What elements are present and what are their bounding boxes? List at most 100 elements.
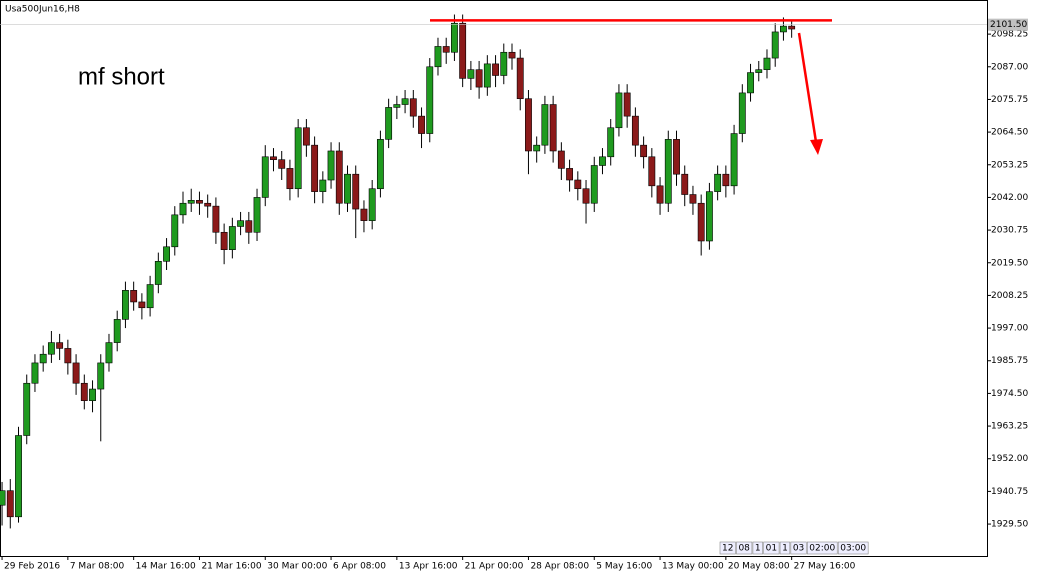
plot-frame	[0, 0, 988, 557]
x-tick-label: 29 Feb 2016	[4, 562, 60, 572]
candle-body	[179, 202, 187, 216]
x-tick-label: 13 May 00:00	[662, 562, 724, 572]
candle-body	[673, 139, 680, 175]
candle-body	[187, 200, 195, 204]
candle-body	[278, 159, 286, 169]
candle-body	[615, 92, 623, 129]
candle-body	[631, 115, 639, 146]
candle-body	[599, 156, 606, 166]
candle-body	[730, 133, 738, 187]
candle-body	[607, 127, 615, 158]
candle-body	[483, 63, 491, 88]
candle-body	[459, 22, 467, 79]
candle-body	[393, 104, 401, 108]
navigator-label: 1	[782, 544, 788, 554]
arrow	[797, 32, 823, 155]
candle-body	[97, 362, 105, 390]
candle-body	[138, 301, 146, 309]
candle-body	[500, 51, 508, 76]
candle-body	[327, 150, 335, 181]
y-tick-label: 1985.75	[991, 356, 1028, 366]
navigator-box	[763, 541, 780, 555]
price-label: 2101.50	[990, 20, 1027, 30]
y-tick-label: 1952.00	[991, 454, 1028, 464]
y-tick-label: 2019.50	[991, 258, 1028, 268]
y-tick-label: 1963.25	[991, 422, 1028, 432]
candle-body	[130, 290, 138, 303]
candle-body	[401, 98, 409, 105]
navigator-box	[736, 541, 753, 555]
candle-body	[344, 173, 351, 204]
candle-body	[788, 25, 796, 30]
candle-body	[352, 173, 360, 210]
chart-title: Usa500Jun16,H8	[5, 5, 80, 15]
y-tick-label: 1997.00	[991, 324, 1028, 334]
navigator-box	[806, 541, 838, 555]
candle-body	[311, 144, 319, 192]
candle-body	[434, 46, 442, 68]
navigator-box	[752, 541, 763, 555]
x-tick-label: 13 Apr 16:00	[399, 562, 458, 572]
candle-body	[72, 362, 80, 384]
x-tick-label: 21 Mar 16:00	[201, 562, 261, 572]
x-tick-label: 27 May 16:00	[794, 562, 856, 572]
candle-body	[23, 382, 31, 436]
candle-body	[492, 63, 499, 76]
candle-body	[270, 156, 277, 160]
candle-body	[245, 220, 253, 233]
candle-body	[376, 139, 384, 190]
candle-body	[738, 92, 746, 134]
x-tick-label: 7 Mar 08:00	[70, 562, 125, 572]
candle-body	[39, 353, 47, 364]
navigator-label: 12	[722, 544, 733, 554]
y-tick-label: 1929.50	[991, 520, 1028, 530]
candle-body	[549, 104, 557, 152]
candle-body	[146, 284, 154, 309]
candle-body	[6, 490, 14, 518]
candle-body	[64, 348, 72, 364]
candle-body	[319, 179, 327, 192]
candle-body	[228, 226, 236, 250]
y-tick-label: 2064.50	[991, 128, 1028, 138]
x-tick-label: 28 Apr 08:00	[530, 562, 589, 572]
candle-body	[237, 220, 245, 227]
candle-body	[533, 144, 541, 152]
navigator-box	[790, 541, 807, 555]
candle-body	[590, 165, 598, 204]
candle-body	[697, 202, 705, 242]
annotation: mf short	[78, 63, 165, 90]
navigator-label: 08	[738, 544, 750, 554]
candle-body	[681, 173, 689, 195]
y-tick-label: 2053.25	[991, 160, 1028, 170]
candle-body	[196, 200, 203, 204]
navigator-label: 03:00	[840, 544, 866, 554]
candle-body	[89, 388, 96, 401]
candle-body	[640, 144, 648, 158]
y-tick-label: 2087.00	[991, 62, 1028, 72]
candle-body	[47, 342, 55, 355]
candle-body	[475, 69, 483, 88]
y-tick-label: 1940.75	[991, 487, 1028, 497]
candle-body	[154, 261, 162, 285]
x-tick-label: 14 Mar 16:00	[136, 562, 196, 572]
candle-body	[705, 191, 713, 242]
candle-body	[648, 156, 656, 187]
candle-body	[294, 127, 302, 190]
y-tick-label: 1974.50	[991, 389, 1028, 399]
candle-body	[722, 173, 730, 187]
navigator-box	[719, 541, 736, 555]
candle-body	[557, 150, 565, 169]
candle-body	[122, 290, 129, 320]
navigator-label: 03	[793, 544, 804, 554]
y-tick-label: 2008.25	[991, 291, 1028, 301]
x-tick-label: 30 Mar 00:00	[267, 562, 327, 572]
candle-body	[0, 490, 6, 506]
candle-body	[623, 92, 631, 117]
candle-body	[31, 362, 39, 384]
candle-body	[220, 231, 228, 250]
candle-body	[566, 168, 574, 181]
candle-body	[574, 179, 582, 190]
navigator-box	[779, 541, 791, 555]
candle-body	[286, 168, 294, 190]
y-tick-label: 2075.75	[991, 95, 1028, 105]
